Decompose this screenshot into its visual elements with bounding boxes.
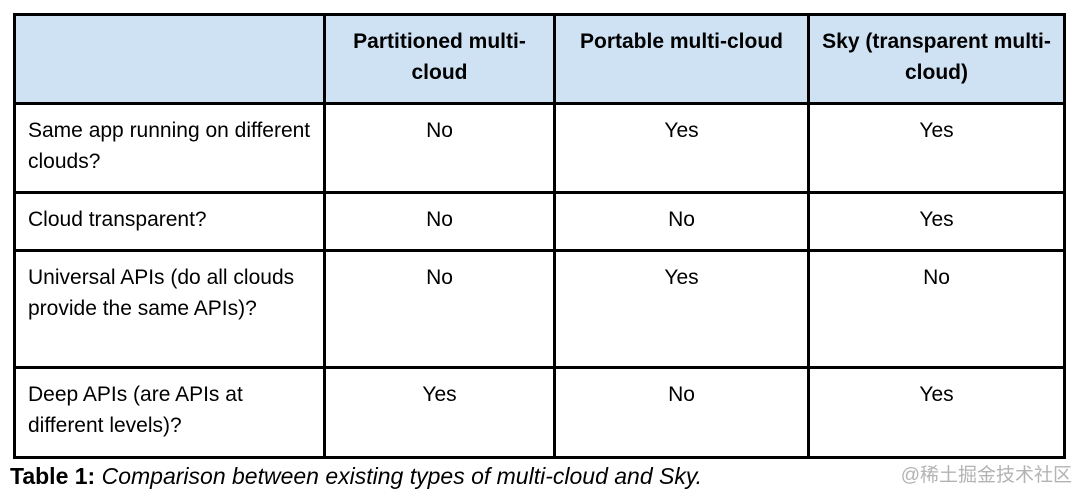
cell-value: Yes <box>553 102 810 194</box>
header-partitioned-multi-cloud: Partitioned multi-cloud <box>323 13 556 105</box>
header-sky-transparent-multi-cloud: Sky (transparent multi-cloud) <box>807 13 1066 105</box>
multi-cloud-comparison-table: Partitioned multi-cloud Portable multi-c… <box>13 13 1066 459</box>
cell-value: Yes <box>553 249 810 369</box>
cell-value: No <box>553 191 810 252</box>
header-portable-multi-cloud: Portable multi-cloud <box>553 13 810 105</box>
caption-text: Comparison between existing types of mul… <box>95 463 703 489</box>
row-label-universal-apis: Universal APIs (do all clouds provide th… <box>13 249 326 369</box>
header-corner-cell <box>13 13 326 105</box>
row-label-same-app: Same app running on different clouds? <box>13 102 326 194</box>
cell-value: Yes <box>807 102 1066 194</box>
table-row: Deep APIs (are APIs at different levels)… <box>13 366 1066 459</box>
header-row: Partitioned multi-cloud Portable multi-c… <box>13 13 1066 105</box>
cell-value: No <box>807 249 1066 369</box>
cell-value: No <box>553 366 810 459</box>
row-label-deep-apis: Deep APIs (are APIs at different levels)… <box>13 366 326 459</box>
cell-value: Yes <box>323 366 556 459</box>
cell-value: No <box>323 191 556 252</box>
cell-value: Yes <box>807 366 1066 459</box>
cell-value: Yes <box>807 191 1066 252</box>
table-row: Same app running on different clouds? No… <box>13 102 1066 194</box>
cell-value: No <box>323 102 556 194</box>
table-caption: Table 1: Comparison between existing typ… <box>10 462 702 490</box>
table-row: Universal APIs (do all clouds provide th… <box>13 249 1066 369</box>
caption-label: Table 1: <box>10 463 96 489</box>
comparison-table-container: Partitioned multi-cloud Portable multi-c… <box>13 13 1066 459</box>
watermark-text: @稀土掘金技术社区 <box>900 465 1072 486</box>
table-row: Cloud transparent? No No Yes <box>13 191 1066 252</box>
row-label-cloud-transparent: Cloud transparent? <box>13 191 326 252</box>
cell-value: No <box>323 249 556 369</box>
